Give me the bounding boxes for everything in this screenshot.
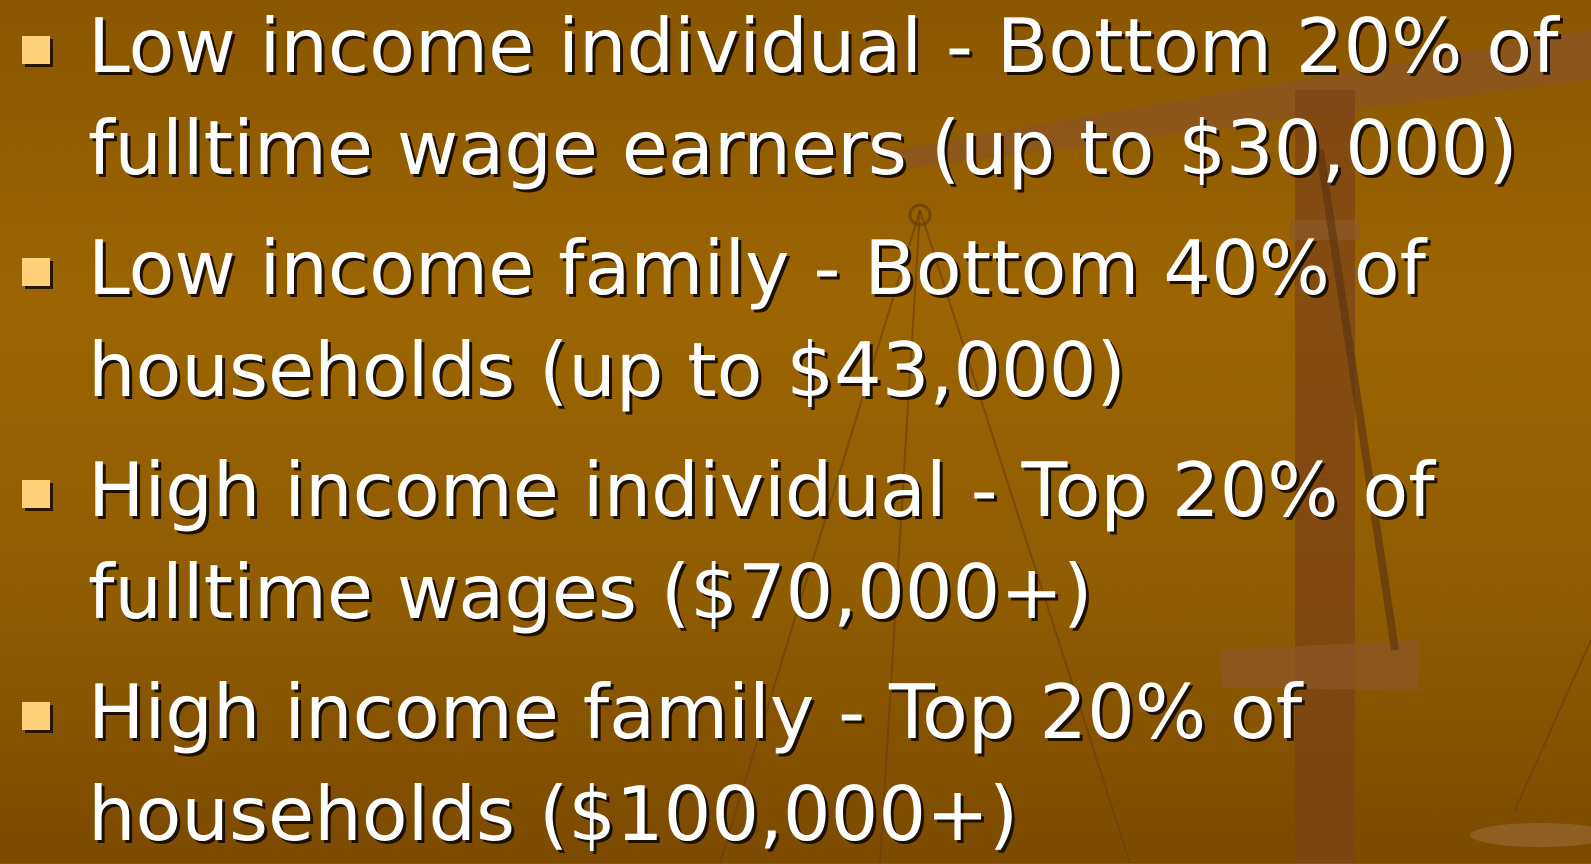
bullet-text: High income individual - Top 20% of bbox=[88, 446, 1435, 534]
bullet-marker bbox=[22, 480, 50, 508]
bullet-marker bbox=[22, 702, 50, 730]
bullet-text: High income family - Top 20% of bbox=[88, 668, 1303, 756]
bullet-text: households (up to $43,000) bbox=[88, 326, 1126, 414]
bullet-text: Low income individual - Bottom 20% of bbox=[88, 2, 1559, 90]
bullet-text: households ($100,000+) bbox=[88, 770, 1019, 858]
bullet-marker bbox=[22, 36, 50, 64]
bullet-text: fulltime wage earners (up to $30,000) bbox=[88, 104, 1518, 192]
bullet-text: Low income family - Bottom 40% of bbox=[88, 224, 1427, 312]
bullet-marker bbox=[22, 258, 50, 286]
bullet-text: fulltime wages ($70,000+) bbox=[88, 548, 1093, 636]
